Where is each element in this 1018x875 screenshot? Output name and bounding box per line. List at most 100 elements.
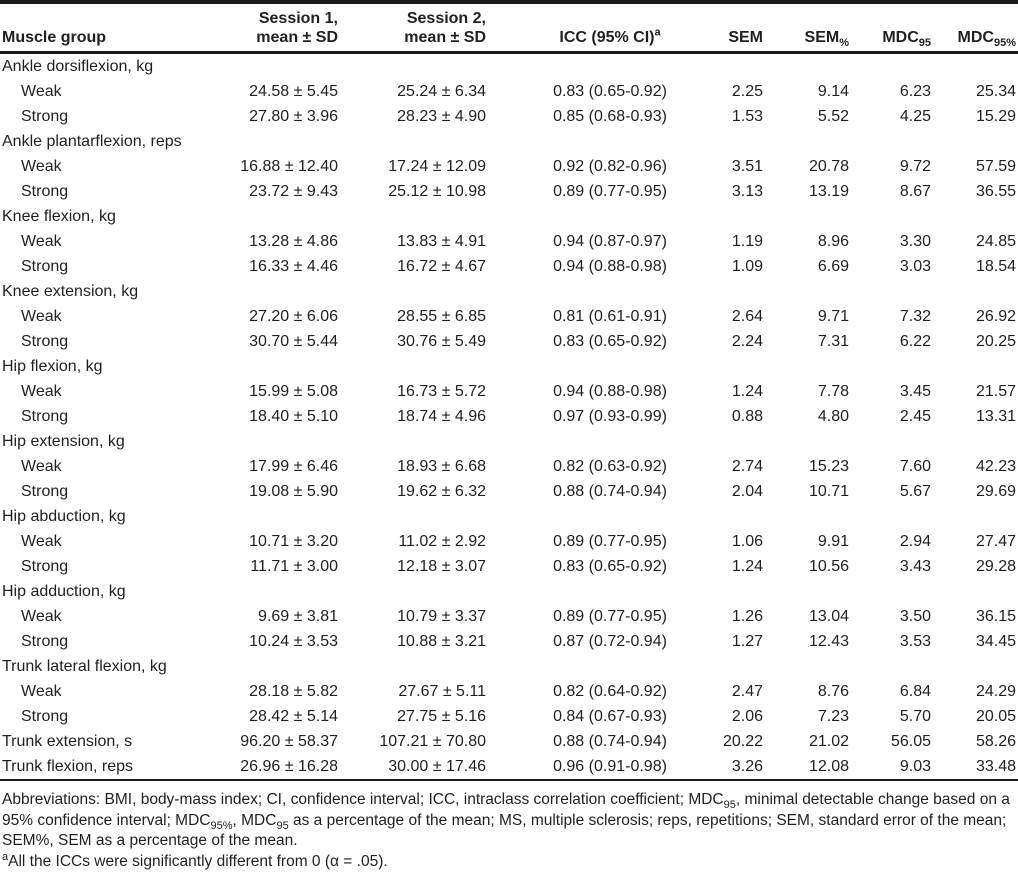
mdc95-value: 2.45 (899, 408, 931, 425)
mdc95-value (852, 654, 935, 679)
mdc95-value (852, 579, 935, 604)
abbreviations-note: Abbreviations: BMI, body-mass index; CI,… (2, 790, 1016, 852)
icc-value: 0.89 (0.77-0.95) (553, 183, 667, 200)
abbr-text-4: as a percentage of the mean; MS, multipl… (2, 811, 1007, 850)
sem-value: 1.26 (731, 608, 763, 625)
icc-value: 0.88 (0.74-0.94) (553, 483, 667, 500)
sem-pct-value: 9.71 (817, 308, 849, 325)
mdc95-value: 3.03 (899, 258, 931, 275)
table-row: Strong 11.71 ± 3.00 12.18 ± 3.07 0.83 (0.65… (0, 554, 1018, 579)
muscle-group-label: Trunk flexion, reps (2, 758, 134, 775)
session2-value: 28.23 ± 4.90 (397, 108, 486, 125)
session1-value: 30.70 ± 5.44 (249, 333, 338, 350)
abbr-text-2: , minimal detectable change based on a 9… (2, 791, 1010, 829)
mdc95pct-value: 57.59 (975, 158, 1016, 175)
table-row: Weak 15.99 ± 5.08 16.73 ± 5.72 0.94 (0.88-0… (0, 379, 1018, 404)
session2-value: 16.73 ± 5.72 (397, 383, 486, 400)
muscle-group-label: Weak (21, 383, 62, 400)
muscle-group-label: Hip adduction, kg (2, 583, 126, 600)
sem-pct-value: 12.08 (808, 758, 849, 775)
sem-value: 3.51 (731, 158, 763, 175)
mdc95pct-value: 20.05 (975, 708, 1016, 725)
table-row: Weak 27.20 ± 6.06 28.55 ± 6.85 0.81 (0.61-0… (0, 304, 1018, 329)
sem-pct-value: 9.14 (817, 83, 849, 100)
icc-value (490, 654, 700, 679)
mdc95-value (852, 429, 935, 454)
muscle-group-label: Strong (21, 183, 69, 200)
table-row: Strong 23.72 ± 9.43 25.12 ± 10.98 0.89 (0.7… (0, 179, 1018, 204)
sem-value: 2.06 (731, 708, 763, 725)
sem-pct-value (766, 579, 852, 604)
table-row: Weak 28.18 ± 5.82 27.67 ± 5.11 0.82 (0.64-0… (0, 679, 1018, 704)
table-row: Weak 10.71 ± 3.20 11.02 ± 2.92 0.89 (0.77-0… (0, 529, 1018, 554)
sem-value: 1.06 (731, 533, 763, 550)
muscle-group-label: Ankle dorsiflexion, kg (2, 58, 154, 75)
sem-value (700, 279, 766, 304)
table-row: Strong 18.40 ± 5.10 18.74 ± 4.96 0.97 (0.93… (0, 404, 1018, 429)
mdc95pct-value: 58.26 (975, 733, 1016, 750)
col-header-mdc95: MDC95 (852, 2, 935, 54)
sem-pct-value: 7.23 (817, 708, 849, 725)
sem-value: 1.27 (731, 633, 763, 650)
col-header-mdc95pct-sub: 95% (993, 37, 1016, 50)
sem-value: 1.24 (731, 383, 763, 400)
col-header-session1: Session 1, mean ± SD (218, 2, 340, 54)
muscle-group-label: Trunk extension, s (2, 733, 133, 750)
sem-pct-value (766, 204, 852, 229)
session1-value: 9.69 ± 3.81 (258, 608, 338, 625)
mdc95pct-value (935, 429, 1018, 454)
session1-value: 26.96 ± 16.28 (240, 758, 338, 775)
muscle-group-label: Strong (21, 558, 69, 575)
session1-value: 96.20 ± 58.37 (240, 733, 338, 750)
icc-value: 0.88 (0.74-0.94) (553, 733, 667, 750)
sem-pct-value: 10.71 (808, 483, 849, 500)
session1-value (218, 129, 340, 154)
session2-value: 19.62 ± 6.32 (397, 483, 486, 500)
muscle-group-label: Strong (21, 483, 69, 500)
group-header-row: Knee extension, kg (0, 279, 1018, 304)
session1-value: 17.99 ± 6.46 (249, 458, 338, 475)
sem-pct-value (766, 429, 852, 454)
mdc95-value (852, 279, 935, 304)
table-row: Strong 16.33 ± 4.46 16.72 ± 4.67 0.94 (0.88… (0, 254, 1018, 279)
sem-pct-value (766, 53, 852, 80)
table-row: Strong 28.42 ± 5.14 27.75 ± 5.16 0.84 (0.67… (0, 704, 1018, 729)
session1-value: 19.08 ± 5.90 (249, 483, 338, 500)
muscle-group-label: Hip abduction, kg (2, 508, 126, 525)
session2-value: 13.83 ± 4.91 (397, 233, 486, 250)
sem-value (700, 129, 766, 154)
session2-value: 27.75 ± 5.16 (397, 708, 486, 725)
sem-pct-value: 20.78 (808, 158, 849, 175)
session2-value: 17.24 ± 12.09 (388, 158, 486, 175)
mdc95pct-value: 36.55 (975, 183, 1016, 200)
session1-value: 16.88 ± 12.40 (240, 158, 338, 175)
session1-value: 28.42 ± 5.14 (249, 708, 338, 725)
session1-value (218, 279, 340, 304)
session2-value (340, 504, 490, 529)
muscle-group-label: Hip flexion, kg (2, 358, 103, 375)
muscle-group-label: Weak (21, 608, 62, 625)
mdc95pct-value (935, 579, 1018, 604)
mdc95pct-value: 27.47 (975, 533, 1016, 550)
col-header-session2-line1: Session 2, (406, 10, 486, 27)
icc-value: 0.94 (0.88-0.98) (553, 383, 667, 400)
mdc95pct-value: 25.34 (975, 83, 1016, 100)
mdc95-value: 6.84 (899, 683, 931, 700)
icc-value (490, 279, 700, 304)
group-header-row: Ankle plantarflexion, reps (0, 129, 1018, 154)
sem-pct-value: 12.43 (808, 633, 849, 650)
mdc95-value: 9.03 (899, 758, 931, 775)
icc-value: 0.83 (0.65-0.92) (553, 83, 667, 100)
muscle-group-label: Ankle plantarflexion, reps (2, 133, 182, 150)
mdc95pct-value: 42.23 (975, 458, 1016, 475)
sem-pct-value: 8.96 (817, 233, 849, 250)
sem-value (700, 654, 766, 679)
muscle-group-label: Weak (21, 683, 62, 700)
mdc95-value: 2.94 (899, 533, 931, 550)
session2-value: 25.12 ± 10.98 (388, 183, 486, 200)
mdc95pct-value (935, 654, 1018, 679)
session1-value (218, 354, 340, 379)
sem-pct-value: 5.52 (817, 108, 849, 125)
mdc95-value: 8.67 (899, 183, 931, 200)
col-header-muscle-group: Muscle group (0, 2, 218, 54)
